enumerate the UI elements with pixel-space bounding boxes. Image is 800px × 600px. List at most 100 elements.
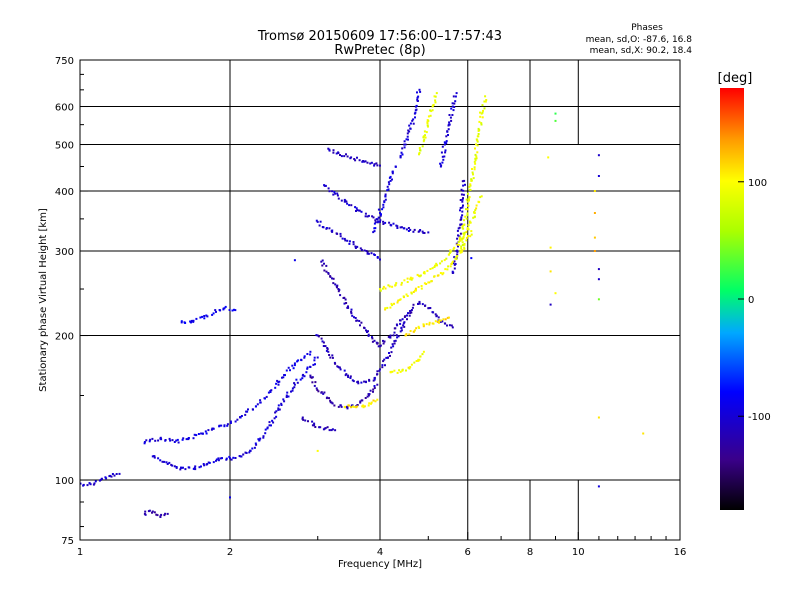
data-point — [368, 393, 371, 396]
data-point — [323, 391, 326, 394]
data-point — [413, 228, 416, 231]
data-point — [547, 156, 550, 159]
data-point — [336, 232, 339, 235]
data-point — [229, 457, 231, 460]
data-point — [368, 378, 371, 381]
data-point — [372, 399, 375, 402]
data-point — [368, 402, 371, 405]
data-point — [344, 298, 347, 301]
data-point — [314, 426, 317, 428]
data-point — [195, 317, 198, 320]
data-point — [320, 337, 323, 340]
data-point — [244, 413, 247, 416]
data-point — [194, 468, 197, 471]
data-point — [439, 162, 442, 165]
data-point — [391, 172, 394, 175]
data-point — [418, 302, 421, 305]
data-point — [161, 460, 164, 463]
data-point — [422, 135, 425, 138]
data-point — [466, 214, 469, 217]
data-point — [366, 215, 369, 218]
data-point — [343, 200, 346, 203]
data-point — [273, 417, 276, 420]
data-point — [187, 466, 190, 469]
data-point — [268, 421, 271, 424]
data-point — [270, 424, 272, 427]
data-point — [427, 231, 430, 234]
data-point — [461, 225, 464, 227]
data-point — [462, 204, 464, 207]
data-point — [480, 122, 483, 125]
data-point — [455, 250, 458, 252]
data-point — [435, 314, 438, 317]
data-point — [382, 360, 385, 363]
data-point — [462, 197, 464, 200]
data-point — [151, 455, 154, 458]
data-point — [405, 228, 408, 231]
data-point — [346, 405, 349, 408]
data-point — [379, 345, 381, 348]
data-point — [469, 188, 472, 191]
data-point — [459, 236, 461, 239]
data-point — [398, 369, 401, 372]
data-point — [408, 124, 411, 127]
data-point — [477, 133, 480, 135]
data-point — [468, 220, 471, 223]
data-point — [432, 103, 435, 106]
data-point — [248, 451, 251, 454]
data-point — [474, 153, 477, 156]
data-point — [301, 377, 304, 380]
data-point — [448, 252, 451, 254]
data-point — [232, 456, 235, 459]
data-point — [412, 291, 415, 293]
data-point — [160, 513, 163, 516]
data-point — [406, 277, 409, 280]
data-point — [428, 321, 431, 324]
data-point — [290, 390, 292, 393]
data-point — [450, 324, 453, 327]
data-point — [404, 334, 407, 337]
data-point — [403, 140, 406, 143]
data-point — [343, 237, 346, 240]
data-point — [393, 369, 396, 372]
data-point — [439, 320, 442, 323]
data-point — [306, 353, 309, 355]
data-point — [264, 397, 266, 400]
data-point — [473, 168, 476, 171]
data-point — [220, 424, 223, 427]
data-point — [367, 404, 370, 407]
data-point — [451, 326, 454, 329]
data-point — [382, 285, 385, 288]
data-point — [296, 381, 299, 384]
data-point — [448, 324, 451, 327]
data-point — [231, 309, 234, 312]
data-point — [409, 312, 412, 314]
data-point — [391, 304, 394, 307]
data-point — [417, 95, 420, 98]
data-point — [272, 421, 275, 424]
data-point — [151, 510, 154, 513]
data-point — [435, 262, 438, 265]
data-point — [393, 340, 396, 343]
data-point — [456, 237, 459, 240]
data-point — [360, 321, 363, 324]
chart-subtitle: RwPretec (8p) — [334, 43, 425, 58]
data-point — [465, 208, 467, 211]
data-point — [375, 162, 378, 165]
data-point — [407, 312, 409, 315]
data-point — [151, 511, 153, 514]
data-point — [390, 302, 393, 305]
data-point — [356, 209, 359, 212]
data-point — [240, 415, 243, 417]
data-point — [334, 283, 337, 286]
data-point — [190, 319, 193, 322]
data-point — [384, 364, 386, 367]
data-point — [461, 200, 464, 203]
data-point — [344, 239, 347, 242]
data-point — [419, 149, 422, 152]
data-point — [201, 315, 204, 318]
data-point — [359, 401, 362, 404]
data-point — [187, 437, 190, 440]
data-point — [333, 191, 336, 193]
data-point — [465, 217, 468, 220]
